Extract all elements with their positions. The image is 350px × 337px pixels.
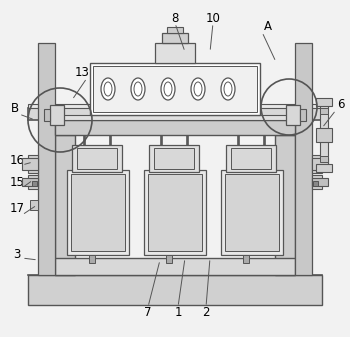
Bar <box>225 174 279 251</box>
Ellipse shape <box>164 82 172 96</box>
Bar <box>71 174 125 251</box>
Bar <box>312 178 328 186</box>
Bar <box>300 109 306 121</box>
Bar <box>295 43 312 275</box>
Bar <box>166 255 172 263</box>
Bar <box>72 145 122 172</box>
Bar <box>316 98 332 106</box>
Bar <box>144 170 206 255</box>
Bar <box>167 27 183 33</box>
Text: 1: 1 <box>174 306 182 319</box>
Ellipse shape <box>131 78 145 100</box>
Bar <box>275 135 295 275</box>
Text: 16: 16 <box>9 153 25 166</box>
Bar <box>22 158 38 170</box>
Text: 6: 6 <box>337 98 345 112</box>
Bar <box>55 120 295 135</box>
Bar <box>55 135 75 275</box>
Bar <box>162 33 188 43</box>
Bar <box>50 105 64 125</box>
Bar <box>316 164 332 172</box>
Bar <box>28 175 38 189</box>
Text: 15: 15 <box>9 176 25 188</box>
Bar <box>28 155 38 173</box>
Ellipse shape <box>191 78 205 100</box>
Bar <box>320 100 328 170</box>
Bar <box>55 115 295 120</box>
Text: 3: 3 <box>13 247 21 261</box>
Text: 10: 10 <box>205 11 220 25</box>
Bar <box>44 109 50 121</box>
Bar <box>312 155 322 173</box>
Ellipse shape <box>221 78 235 100</box>
Ellipse shape <box>101 78 115 100</box>
Bar <box>89 255 95 263</box>
Bar <box>155 43 195 63</box>
Bar <box>148 174 202 251</box>
Bar <box>226 145 276 172</box>
Bar <box>67 170 129 255</box>
Bar <box>30 200 38 210</box>
Bar <box>55 258 295 275</box>
Bar <box>32 181 37 186</box>
Ellipse shape <box>134 82 142 96</box>
Text: 8: 8 <box>171 11 179 25</box>
Text: 13: 13 <box>75 65 90 79</box>
Bar <box>320 108 328 114</box>
Bar <box>320 156 328 162</box>
Text: 7: 7 <box>144 306 152 319</box>
Text: B: B <box>11 101 19 115</box>
Ellipse shape <box>224 82 232 96</box>
Bar <box>28 108 322 120</box>
Bar <box>316 128 332 142</box>
Ellipse shape <box>194 82 202 96</box>
Text: A: A <box>264 20 272 32</box>
Bar <box>312 158 328 170</box>
Bar <box>231 148 271 169</box>
Bar <box>77 148 117 169</box>
Bar <box>28 275 322 305</box>
Bar <box>312 175 322 189</box>
Text: 17: 17 <box>9 202 25 214</box>
Bar <box>313 181 318 186</box>
Bar <box>221 170 283 255</box>
Bar <box>286 105 300 125</box>
Bar <box>90 63 260 115</box>
Bar <box>154 148 194 169</box>
Bar <box>149 145 199 172</box>
Bar <box>93 66 257 112</box>
Bar <box>22 178 38 186</box>
Bar <box>38 43 55 275</box>
Ellipse shape <box>161 78 175 100</box>
Bar <box>28 104 322 108</box>
Ellipse shape <box>104 82 112 96</box>
Text: 2: 2 <box>202 306 210 319</box>
Bar <box>243 255 249 263</box>
